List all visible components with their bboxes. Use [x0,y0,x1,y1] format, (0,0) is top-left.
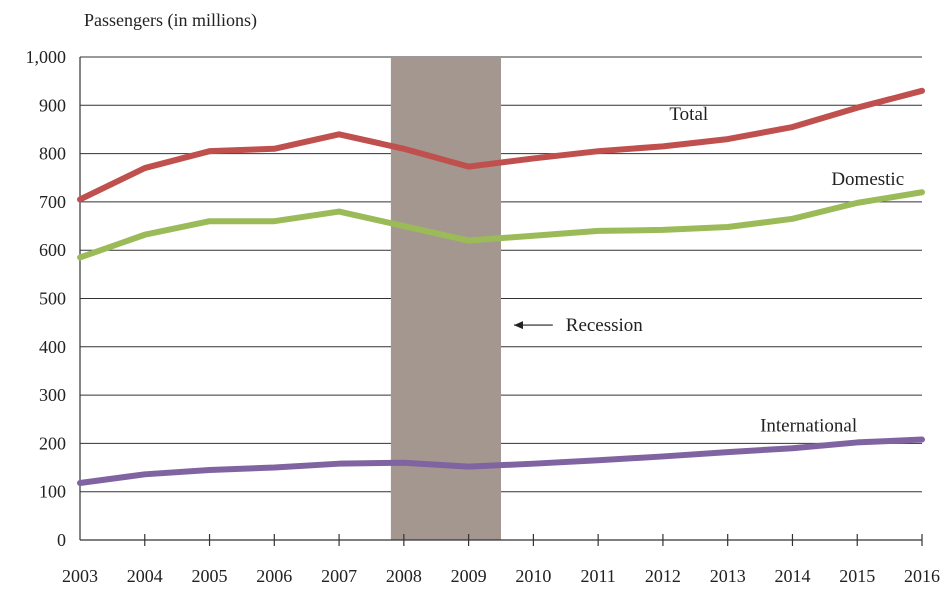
x-tick-label: 2013 [710,566,746,586]
y-tick-label: 500 [39,289,66,309]
y-tick-label: 700 [39,192,66,212]
series-line-domestic [77,189,925,261]
x-tick-label: 2015 [839,566,875,586]
series-label-international: International [760,415,857,436]
y-tick-label: 400 [39,337,66,357]
y-tick-label: 900 [39,95,66,115]
recession-arrow-head [513,321,523,330]
tick-labels: 0 100 200 300 400 500 600 700 800 900 1,000 2003 200… [26,47,941,586]
y-axis-title: Passengers (in millions) [84,10,257,31]
x-tick-label: 2016 [904,566,940,586]
x-tick-label: 2008 [386,566,422,586]
axes [79,57,923,546]
series-label-total: Total [669,104,708,125]
recession-band-rect [390,57,501,540]
x-tick-label: 2005 [192,566,228,586]
series-label-domestic: Domestic [831,169,904,190]
y-tick-label: 1,000 [26,47,67,67]
series-line-international [77,436,925,487]
recession-label: Recession [566,315,644,336]
x-tick-label: 2006 [256,566,292,586]
x-tick-label: 2009 [451,566,487,586]
x-tick-label: 2004 [127,566,163,586]
x-tick-label: 2010 [515,566,551,586]
y-tick-label: 800 [39,144,66,164]
x-tick-label: 2014 [774,566,810,586]
x-tick-label: 2012 [645,566,681,586]
y-tick-label: 300 [39,385,66,405]
series-lines [77,87,925,487]
y-tick-label: 600 [39,240,66,260]
x-tick-label: 2007 [321,566,357,586]
annotations: Total Domestic International Recession [513,104,904,436]
y-tick-label: 200 [39,433,66,453]
y-tick-label: 0 [57,530,66,550]
series-line-total [77,87,925,203]
x-tick-label: 2011 [580,566,615,586]
recession-band [390,57,501,540]
y-tick-label: 100 [39,482,66,502]
x-tick-label: 2003 [62,566,98,586]
